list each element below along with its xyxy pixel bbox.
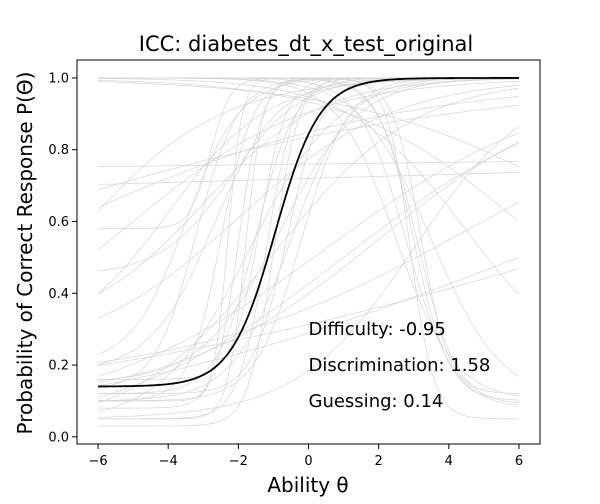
x-tick-label: 4 bbox=[445, 454, 453, 469]
background-item-curve bbox=[97, 84, 519, 319]
highlighted-item-curve bbox=[98, 77, 519, 388]
y-tick-label: 0.6 bbox=[48, 215, 69, 230]
x-axis-label: Ability θ bbox=[267, 473, 348, 497]
guessing-annotation: Guessing: 0.14 bbox=[309, 391, 444, 412]
y-tick-label: 0.0 bbox=[48, 430, 69, 445]
x-tick-label: −4 bbox=[159, 454, 178, 469]
background-item-curve bbox=[97, 201, 520, 363]
discrimination-annotation: Discrimination: 1.58 bbox=[309, 355, 491, 376]
background-item-curve bbox=[97, 96, 519, 208]
x-tick-label: 6 bbox=[515, 454, 523, 469]
background-item-curve bbox=[97, 78, 519, 413]
background-item-curve bbox=[98, 125, 520, 418]
x-axis: −6 −4 −2 0 2 4 6 bbox=[88, 444, 523, 469]
background-item-curve bbox=[98, 161, 519, 168]
background-item-curve bbox=[97, 104, 519, 191]
x-tick-label: −2 bbox=[229, 454, 248, 469]
background-item-curve bbox=[97, 81, 519, 251]
highlighted-curve-group bbox=[98, 77, 519, 388]
background-item-curve bbox=[98, 77, 519, 404]
y-tick-label: 0.8 bbox=[48, 143, 69, 158]
background-item-curve bbox=[97, 78, 519, 212]
x-tick-label: 0 bbox=[304, 454, 312, 469]
background-item-curve bbox=[98, 172, 519, 185]
background-item-curve bbox=[97, 141, 520, 383]
background-item-curve bbox=[97, 257, 520, 387]
background-item-curve bbox=[97, 268, 520, 366]
x-tick-label: 2 bbox=[375, 454, 383, 469]
background-item-curve bbox=[98, 78, 520, 296]
parameter-annotations: Difficulty: -0.95 Discrimination: 1.58 Gue… bbox=[309, 319, 491, 412]
y-axis: 0.0 0.2 0.4 0.6 0.8 1.0 bbox=[48, 71, 77, 445]
background-item-curve bbox=[98, 81, 520, 168]
y-tick-label: 0.2 bbox=[48, 359, 69, 374]
background-item-curve bbox=[98, 79, 520, 222]
x-tick-label: −6 bbox=[88, 454, 107, 469]
y-tick-label: 1.0 bbox=[48, 71, 69, 86]
background-item-curve bbox=[97, 132, 520, 377]
y-tick-label: 0.4 bbox=[48, 287, 69, 302]
y-axis-label: Probability of Correct Response P(Θ) bbox=[13, 72, 37, 435]
difficulty-annotation: Difficulty: -0.95 bbox=[309, 319, 446, 340]
background-item-curve bbox=[98, 78, 519, 381]
chart-title: ICC: diabetes_dt_x_test_original bbox=[139, 32, 473, 57]
